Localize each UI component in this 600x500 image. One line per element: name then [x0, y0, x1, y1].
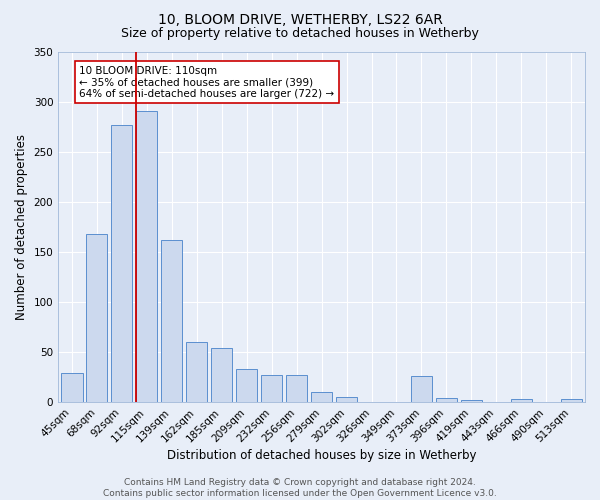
- Bar: [411, 376, 432, 402]
- Bar: [311, 392, 332, 402]
- Bar: [111, 124, 133, 402]
- Text: 10, BLOOM DRIVE, WETHERBY, LS22 6AR: 10, BLOOM DRIVE, WETHERBY, LS22 6AR: [158, 12, 442, 26]
- Bar: [461, 400, 482, 402]
- Bar: [61, 373, 83, 402]
- Bar: [86, 234, 107, 402]
- Text: 10 BLOOM DRIVE: 110sqm
← 35% of detached houses are smaller (399)
64% of semi-de: 10 BLOOM DRIVE: 110sqm ← 35% of detached…: [79, 66, 334, 98]
- Bar: [136, 110, 157, 402]
- Bar: [336, 397, 357, 402]
- Bar: [161, 240, 182, 402]
- Bar: [186, 342, 208, 402]
- Bar: [236, 369, 257, 402]
- X-axis label: Distribution of detached houses by size in Wetherby: Distribution of detached houses by size …: [167, 450, 476, 462]
- Text: Size of property relative to detached houses in Wetherby: Size of property relative to detached ho…: [121, 28, 479, 40]
- Bar: [436, 398, 457, 402]
- Bar: [511, 399, 532, 402]
- Bar: [560, 399, 582, 402]
- Text: Contains HM Land Registry data © Crown copyright and database right 2024.
Contai: Contains HM Land Registry data © Crown c…: [103, 478, 497, 498]
- Bar: [261, 375, 282, 402]
- Bar: [286, 375, 307, 402]
- Y-axis label: Number of detached properties: Number of detached properties: [15, 134, 28, 320]
- Bar: [211, 348, 232, 402]
